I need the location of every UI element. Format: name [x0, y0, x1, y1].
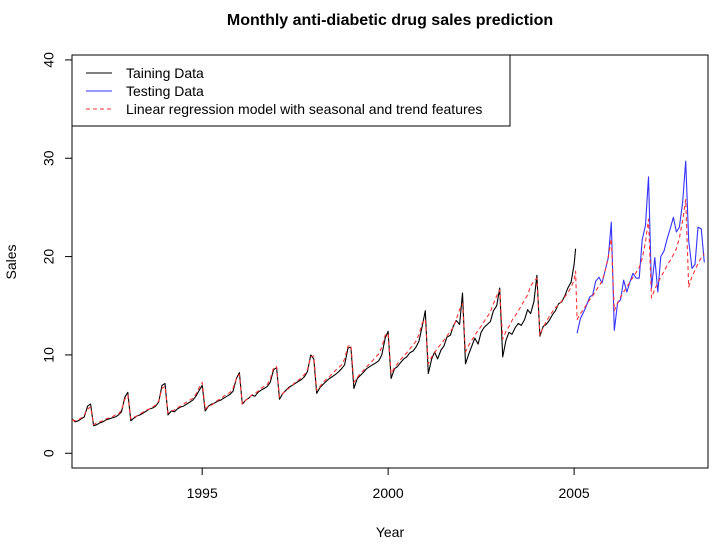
- y-axis-label: Sales: [3, 244, 19, 279]
- legend-entry-label: Taining Data: [126, 65, 204, 81]
- legend-entry-label: Testing Data: [126, 83, 204, 99]
- y-tick-label: 10: [41, 347, 57, 363]
- legend-box: [71, 54, 511, 127]
- x-tick-label: 2000: [373, 485, 404, 501]
- x-tick-label: 2005: [559, 485, 590, 501]
- y-tick-label: 30: [41, 150, 57, 166]
- legend-entry-label: Linear regression model with seasonal an…: [126, 101, 482, 117]
- legend: Taining Data Testing Data Linear regressio…: [71, 54, 511, 127]
- y-tick-label: 40: [41, 52, 57, 68]
- series-layer: [71, 160, 705, 427]
- chart-title: Monthly anti-diabetic drug sales predict…: [227, 12, 553, 29]
- y-axis: 0 10 20 30 40: [41, 52, 72, 457]
- y-tick-label: 0: [41, 449, 57, 457]
- series-line-2: [576, 160, 705, 334]
- x-axis: 1995 2000 2005: [187, 468, 590, 501]
- series-line-1: [71, 248, 577, 427]
- x-tick-label: 1995: [187, 485, 218, 501]
- x-axis-label: Year: [376, 524, 405, 540]
- series-line-3: [71, 199, 705, 426]
- y-tick-label: 20: [41, 249, 57, 265]
